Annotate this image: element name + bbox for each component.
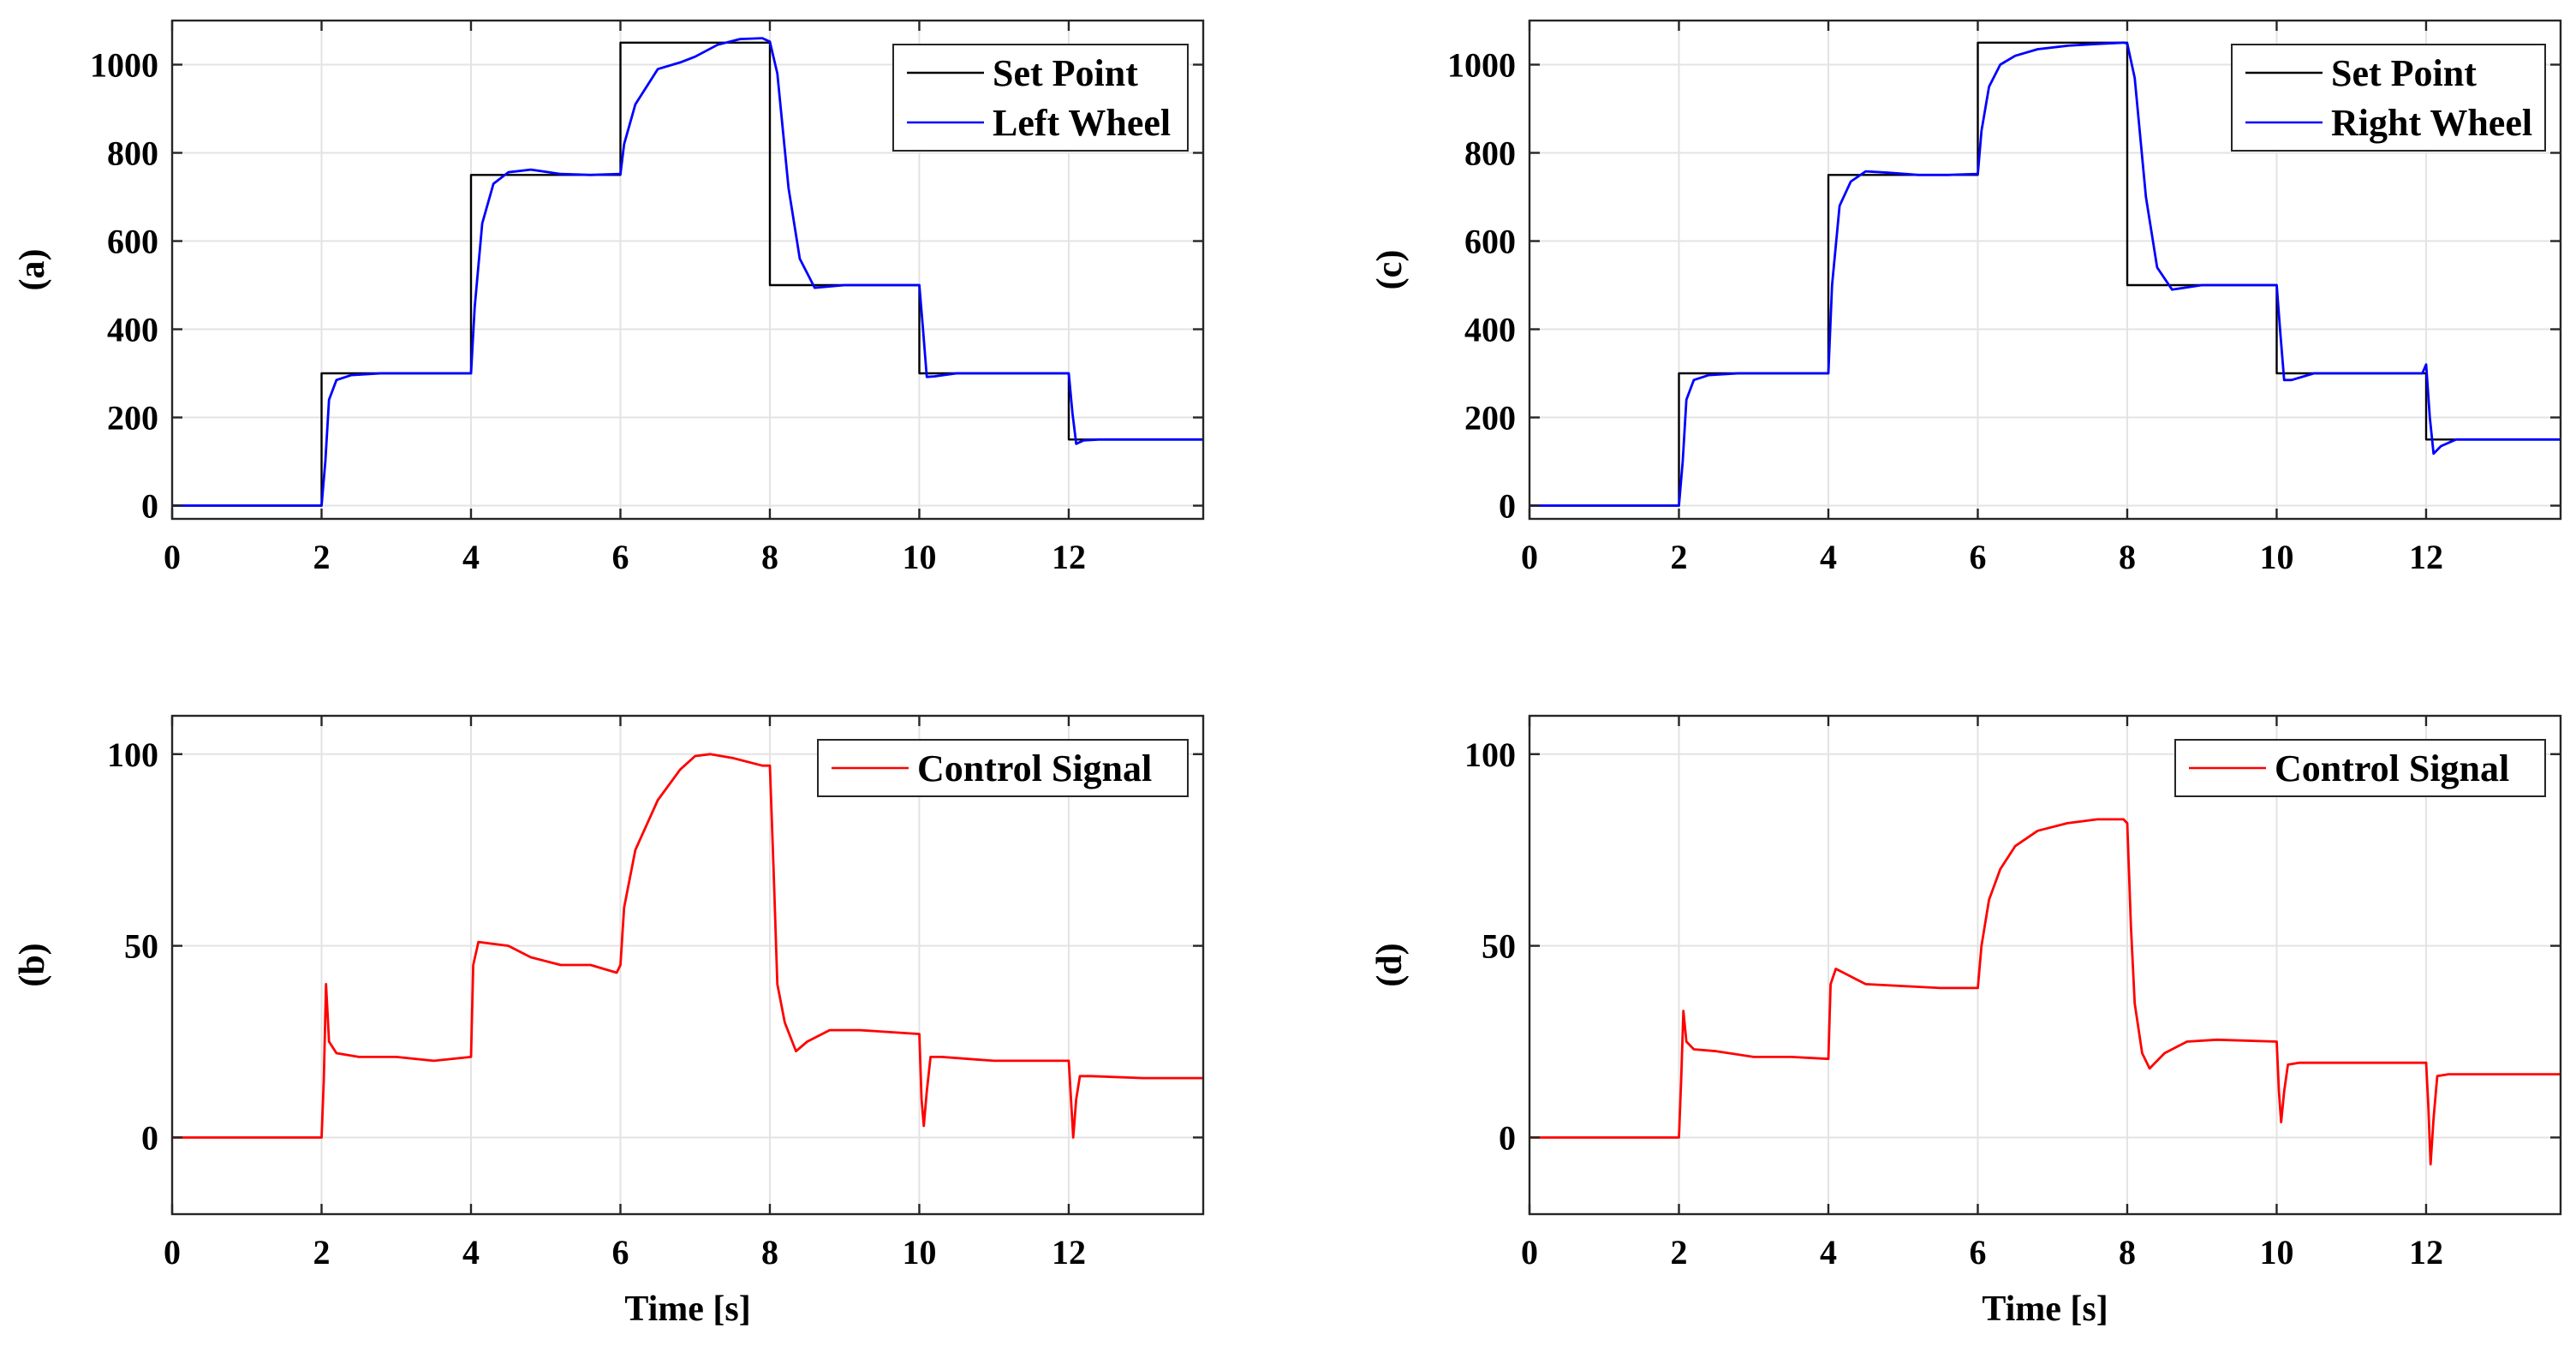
legend: Set Point Right Wheel (2231, 44, 2546, 152)
y-tick-label: 50 (124, 927, 158, 966)
x-tick-label: 6 (611, 538, 629, 576)
x-tick-label: 0 (1521, 538, 1538, 576)
y-tick-label: 0 (1499, 1118, 1516, 1157)
legend-box (892, 44, 1189, 152)
y-tick-label: 1000 (90, 46, 158, 85)
x-tick-label: 2 (313, 1233, 330, 1272)
x-tick-label: 8 (761, 538, 778, 576)
y-axis-label: (a) (13, 249, 52, 291)
x-tick-label: 4 (1820, 538, 1837, 576)
y-tick-label: 800 (107, 134, 158, 173)
legend-box (2231, 44, 2546, 152)
series-line-left-wheel (172, 37, 1203, 507)
axes-box (1528, 19, 2562, 521)
y-tick-label: 0 (1499, 487, 1516, 526)
x-tick-label: 0 (164, 1233, 181, 1272)
legend: Control Signal (2174, 739, 2546, 797)
y-tick-label: 600 (107, 223, 158, 261)
x-tick-label: 8 (2119, 1233, 2136, 1272)
x-tick-label: 6 (1969, 1233, 1986, 1272)
chart-panel-c: 0 2 4 6 8 10 12 0 200 400 600 800 1000 (c) Set Point Ri… (1370, 19, 2562, 576)
y-tick-label: 50 (1482, 927, 1516, 966)
y-tick-label: 800 (1464, 134, 1516, 173)
y-tick-label: 400 (107, 311, 158, 349)
legend-label: Control Signal (917, 747, 1152, 789)
x-tick-label: 8 (2119, 538, 2136, 576)
x-tick-label: 12 (2409, 538, 2443, 576)
y-tick-label: 100 (1464, 736, 1516, 774)
legend-label: Control Signal (2275, 747, 2509, 789)
x-tick-label: 12 (1052, 1233, 1086, 1272)
x-tick-label: 2 (1670, 1233, 1687, 1272)
y-tick-label: 100 (107, 736, 158, 774)
axes-box (1528, 714, 2562, 1216)
x-tick-label: 6 (1969, 538, 1986, 576)
series-line-control-signal (172, 753, 1203, 1139)
legend-label: Right Wheel (2331, 102, 2532, 144)
chart-panel-d: 0 2 4 6 8 10 12 0 50 100 (d) Time [s] Control Signal (1370, 714, 2562, 1329)
x-tick-label: 6 (611, 1233, 629, 1272)
series-line-right-wheel (1530, 41, 2561, 507)
y-tick-label: 0 (141, 1118, 158, 1157)
x-tick-label: 10 (902, 1233, 936, 1272)
x-tick-label: 0 (164, 538, 181, 576)
y-tick-label: 600 (1464, 223, 1516, 261)
x-tick-label: 2 (1670, 538, 1687, 576)
x-tick-label: 4 (462, 538, 480, 576)
x-tick-label: 12 (2409, 1233, 2443, 1272)
axes-box (170, 714, 1205, 1216)
y-tick-label: 200 (107, 399, 158, 438)
x-tick-label: 4 (462, 1233, 480, 1272)
x-tick-label: 10 (2259, 538, 2293, 576)
plot-area (1530, 716, 2561, 1214)
x-axis-label: Time [s] (1982, 1289, 2108, 1329)
legend-label: Set Point (2331, 52, 2477, 94)
y-tick-label: 400 (1464, 311, 1516, 349)
legend: Control Signal (817, 739, 1189, 797)
plot-area (172, 716, 1203, 1214)
chart-panel-b: 0 2 4 6 8 10 12 0 50 100 (b) Time [s] Control Signal (13, 714, 1205, 1329)
y-axis-label: (c) (1370, 250, 1410, 290)
axes-box (170, 19, 1205, 521)
x-tick-label: 12 (1052, 538, 1086, 576)
x-tick-label: 4 (1820, 1233, 1837, 1272)
x-axis-label: Time [s] (624, 1289, 750, 1329)
x-tick-label: 8 (761, 1233, 778, 1272)
x-tick-label: 0 (1521, 1233, 1538, 1272)
x-tick-label: 10 (902, 538, 936, 576)
y-tick-label: 1000 (1447, 46, 1516, 85)
legend: Set Point Left Wheel (892, 44, 1189, 152)
y-axis-label: (d) (1370, 943, 1410, 986)
x-tick-label: 2 (313, 538, 330, 576)
x-tick-label: 10 (2259, 1233, 2293, 1272)
y-tick-label: 200 (1464, 399, 1516, 438)
y-axis-label: (b) (13, 943, 52, 986)
series-line-control-signal (1530, 818, 2561, 1166)
chart-panel-a: 0 2 4 6 8 10 12 0 200 400 600 800 1000 (a) Set Point Le… (13, 19, 1205, 576)
legend-label: Left Wheel (993, 102, 1171, 144)
y-tick-label: 0 (141, 487, 158, 526)
legend-label: Set Point (993, 52, 1138, 94)
